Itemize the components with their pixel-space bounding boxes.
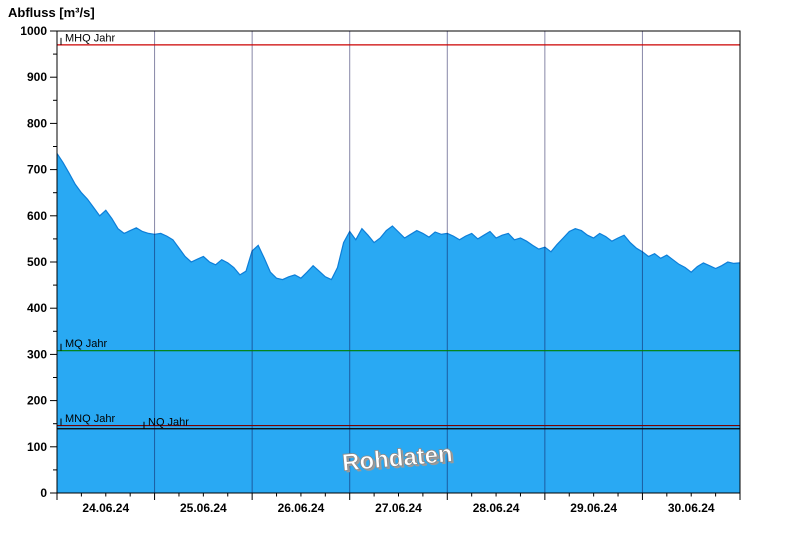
discharge-area xyxy=(57,153,740,493)
x-tick-label: 27.06.24 xyxy=(375,501,422,515)
y-tick-label: 700 xyxy=(27,163,47,177)
x-tick-label: 30.06.24 xyxy=(668,501,715,515)
chart-title: Abfluss [m³/s] xyxy=(8,5,95,20)
reference-label: MHQ Jahr xyxy=(65,32,115,44)
y-tick-label: 100 xyxy=(27,440,47,454)
y-tick-label: 0 xyxy=(40,486,47,500)
x-tick-label: 28.06.24 xyxy=(473,501,520,515)
x-tick-label: 24.06.24 xyxy=(82,501,129,515)
y-tick-label: 500 xyxy=(27,255,47,269)
y-tick-label: 800 xyxy=(27,116,47,130)
x-tick-label: 29.06.24 xyxy=(570,501,617,515)
reference-label: MQ Jahr xyxy=(65,338,108,350)
x-tick-label: 25.06.24 xyxy=(180,501,227,515)
reference-label: MNQ Jahr xyxy=(65,413,115,425)
x-tick-label: 26.06.24 xyxy=(278,501,325,515)
y-tick-label: 200 xyxy=(27,394,47,408)
discharge-line xyxy=(56,153,741,281)
reference-label: NQ Jahr xyxy=(148,416,189,428)
y-tick-label: 400 xyxy=(27,301,47,315)
y-tick-label: 600 xyxy=(27,209,47,223)
y-tick-label: 1000 xyxy=(20,24,47,38)
y-tick-label: 900 xyxy=(27,70,47,84)
y-tick-label: 300 xyxy=(27,347,47,361)
